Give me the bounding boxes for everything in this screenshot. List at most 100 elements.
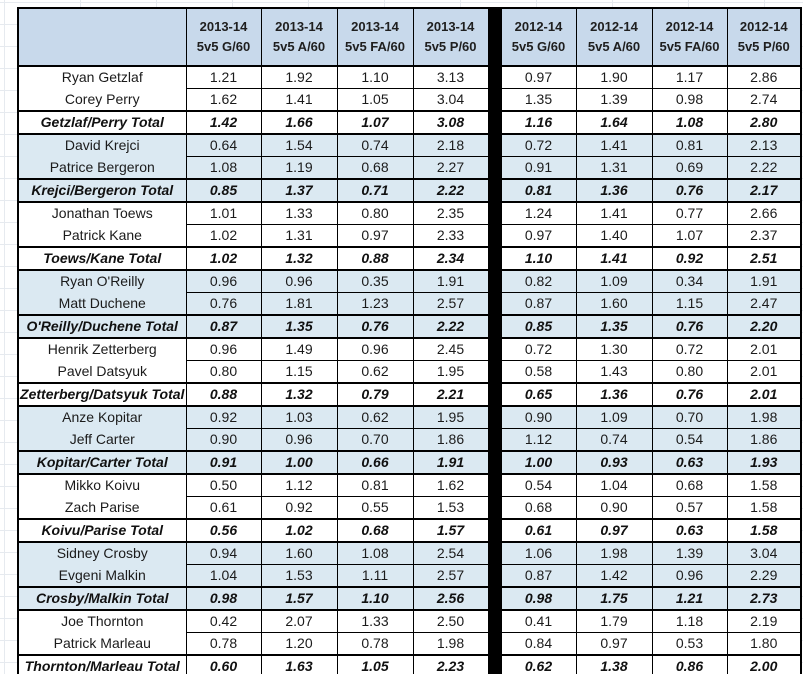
stat-cell: 3.04 [412,88,489,112]
stat-cell: 1.64 [575,110,653,135]
stat-cell: 0.61 [500,518,577,543]
stat-cell: 0.80 [185,360,262,384]
stat-cell: 0.80 [336,201,414,225]
stat-cell: 2.18 [412,133,489,157]
stat-cell: 0.76 [651,178,728,203]
stat-cell: 0.96 [185,269,262,293]
player-row: Pavel Datsyuk 0.80 1.15 0.62 1.95 0.58 1.43 0.8… [17,360,802,384]
stat-cell: 2.57 [412,292,489,316]
column-metric-label: 5v5 A/60 [587,39,641,54]
stat-cell: 1.91 [412,269,489,293]
total-row: Thornton/Marleau Total 0.60 1.63 1.05 2.23 0.… [17,654,802,674]
stat-cell: 0.97 [500,65,577,89]
stat-cell: 1.92 [260,65,338,89]
stat-cell: 1.12 [260,473,338,497]
stat-cell: 1.39 [651,541,728,565]
stat-cell: 1.98 [412,632,489,656]
stat-cell: 1.19 [260,156,338,180]
total-row: Getzlaf/Perry Total 1.42 1.66 1.07 3.08 1.16 1… [17,110,802,135]
stat-cell: 1.11 [336,564,414,588]
stat-cell: 1.79 [575,609,653,633]
stat-cell: 1.98 [575,541,653,565]
stat-cell: 0.94 [185,541,262,565]
stat-cell: 0.64 [185,133,262,157]
stat-cell: 1.81 [260,292,338,316]
stat-cell: 1.62 [412,473,489,497]
stat-cell: 0.79 [336,382,414,407]
total-label-cell: Krejci/Bergeron Total [17,178,187,203]
stat-cell: 0.87 [500,292,577,316]
stat-cell: 2.19 [726,609,802,633]
stat-cell: 0.97 [336,224,414,248]
total-row: Toews/Kane Total 1.02 1.32 0.88 2.34 1.10 1.41… [17,246,802,271]
divider-cell [487,654,502,674]
column-season-label: 2013-14 [426,19,475,34]
stats-table: 2013-14 5v5 G/60 2013-14 5v5 A/60 2013-14 5v5… [17,7,802,674]
player-name-cell: David Krejci [17,133,187,157]
player-name-cell: Patrice Bergeron [17,156,187,180]
player-name-cell: Patrick Kane [17,224,187,248]
divider-cell [487,156,502,180]
stat-cell: 2.33 [412,224,489,248]
stat-cell: 0.92 [651,246,728,271]
stat-cell: 0.34 [651,269,728,293]
stat-cell: 1.86 [412,428,489,452]
stat-cell: 1.00 [260,450,338,475]
stat-cell: 1.15 [651,292,728,316]
stat-cell: 0.98 [185,586,262,611]
stat-cell: 1.41 [575,133,653,157]
stat-cell: 2.80 [726,110,802,135]
stat-cell: 1.75 [575,586,653,611]
stat-cell: 1.63 [260,654,338,674]
stat-cell: 1.41 [575,201,653,225]
stat-cell: 0.62 [500,654,577,674]
stat-cell: 2.22 [412,178,489,203]
stat-cell: 2.27 [412,156,489,180]
divider-cell [487,450,502,475]
stat-cell: 0.90 [575,496,653,520]
stat-cell: 0.90 [500,405,577,429]
player-name-cell: Patrick Marleau [17,632,187,656]
divider-cell [487,541,502,565]
corner-header-cell [17,7,187,67]
stat-cell: 1.95 [412,360,489,384]
header-divider-cell [487,7,502,67]
stat-cell: 1.42 [185,110,262,135]
total-row: Koivu/Parise Total 0.56 1.02 0.68 1.57 0.61 0.… [17,518,802,543]
stat-cell: 0.68 [336,518,414,543]
column-header: 2013-14 5v5 A/60 [260,7,338,67]
player-row: Jonathan Toews 1.01 1.33 0.80 2.35 1.24 1.41 0.… [17,201,802,225]
divider-cell [487,428,502,452]
stat-cell: 0.54 [651,428,728,452]
player-name-cell: Henrik Zetterberg [17,337,187,361]
stat-cell: 2.86 [726,65,802,89]
column-header: 2012-14 5v5 P/60 [726,7,802,67]
stat-cell: 0.58 [500,360,577,384]
player-name-cell: Corey Perry [17,88,187,112]
table-body: Ryan Getzlaf 1.21 1.92 1.10 3.13 0.97 1.90 1.17… [17,65,802,674]
stat-cell: 0.96 [651,564,728,588]
player-name-cell: Ryan Getzlaf [17,65,187,89]
stat-cell: 0.85 [500,314,577,339]
stat-cell: 1.32 [260,382,338,407]
stat-cell: 1.21 [651,586,728,611]
divider-cell [487,224,502,248]
total-label-cell: Toews/Kane Total [17,246,187,271]
stat-cell: 1.43 [575,360,653,384]
total-label-cell: Getzlaf/Perry Total [17,110,187,135]
stat-cell: 2.37 [726,224,802,248]
stat-cell: 1.03 [260,405,338,429]
stat-cell: 2.73 [726,586,802,611]
stat-cell: 1.02 [185,224,262,248]
divider-cell [487,88,502,112]
stat-cell: 1.21 [185,65,262,89]
column-metric-label: 5v5 P/60 [424,39,477,54]
column-season-label: 2012-14 [665,19,714,34]
stat-cell: 1.62 [185,88,262,112]
stat-cell: 1.91 [412,450,489,475]
divider-cell [487,586,502,611]
stat-cell: 0.62 [336,405,414,429]
stat-cell: 1.05 [336,88,414,112]
stat-cell: 0.97 [500,224,577,248]
player-name-cell: Joe Thornton [17,609,187,633]
